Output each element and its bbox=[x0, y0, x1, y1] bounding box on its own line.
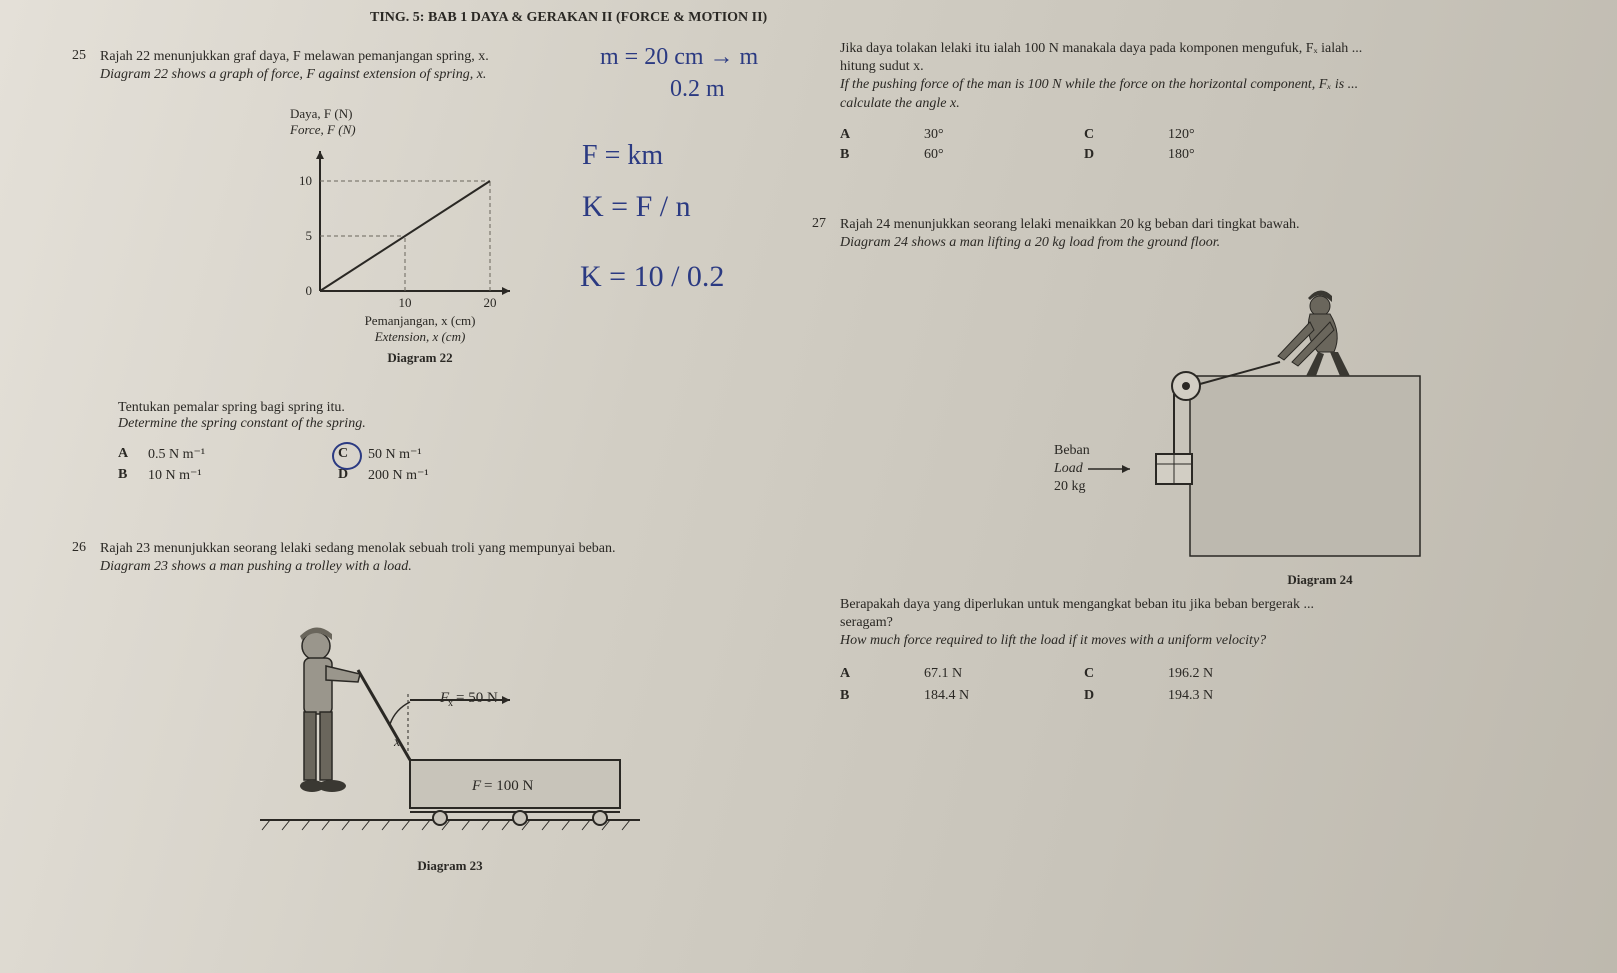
xlabel-malay: Pemanjangan, x (cm) bbox=[365, 313, 476, 328]
xlabel-english: Extension, x (cm) bbox=[375, 329, 466, 344]
svg-text:x: x bbox=[448, 698, 453, 709]
page-header: TING. 5: BAB 1 DAYA & GERAKAN II (FORCE … bbox=[370, 10, 767, 26]
q25-chart-block: Daya, F (N) Force, F (N) 10 5 0 10 20 Pe… bbox=[290, 106, 550, 366]
diagram-23-label: Diagram 23 bbox=[240, 858, 660, 874]
q25-number: 25 bbox=[72, 48, 86, 64]
label-mass: 20 kg bbox=[1054, 479, 1086, 494]
q25-opt-b-value: 10 N m⁻¹ bbox=[148, 467, 202, 484]
svg-text:0: 0 bbox=[306, 283, 313, 298]
label-load: Load bbox=[1054, 461, 1083, 476]
q25-sub-malay: Tentukan pemalar spring bagi spring itu. bbox=[118, 400, 658, 416]
lift-svg bbox=[1060, 266, 1440, 566]
q27-text-english: Diagram 24 shows a man lifting a 20 kg l… bbox=[840, 234, 1580, 252]
q26-right-line2: hitung sudut x. bbox=[840, 58, 1580, 76]
q26-number: 26 bbox=[72, 540, 86, 556]
q25-opt-d-value: 200 N m⁻¹ bbox=[368, 467, 429, 484]
q26-opt-a-letter: A bbox=[840, 127, 864, 143]
diagram-24-label: Diagram 24 bbox=[1180, 572, 1460, 588]
q26-opt-c-letter: C bbox=[1084, 127, 1108, 143]
q27-opt-d-letter: D bbox=[1084, 687, 1108, 705]
svg-text:= 50 N: = 50 N bbox=[456, 690, 498, 706]
page: TING. 5: BAB 1 DAYA & GERAKAN II (FORCE … bbox=[0, 0, 1617, 973]
label-beban: Beban bbox=[1054, 443, 1090, 458]
svg-text:F: F bbox=[471, 778, 482, 794]
q26-right-text: Jika daya tolakan lelaki itu ialah 100 N… bbox=[840, 40, 1580, 163]
diagram-23: x F x = 50 N F = 100 N Diagram 23 bbox=[240, 590, 660, 874]
ylabel-malay: Daya, F (N) bbox=[290, 106, 352, 121]
question-27: 27 Rajah 24 menunjukkan seorang lelaki m… bbox=[840, 216, 1580, 252]
trolley-svg: x F x = 50 N F = 100 N bbox=[240, 590, 660, 850]
q27-sub-line3: How much force required to lift the load… bbox=[840, 632, 1560, 650]
q27-opt-b-letter: B bbox=[840, 687, 864, 705]
q26-opt-c-value: 120° bbox=[1168, 127, 1268, 143]
svg-text:= 100 N: = 100 N bbox=[484, 778, 533, 794]
q27-number: 27 bbox=[812, 216, 826, 232]
q26-right-line1: Jika daya tolakan lelaki itu ialah 100 N… bbox=[840, 40, 1580, 58]
diagram-22-label: Diagram 22 bbox=[290, 350, 550, 366]
q25-option-b: B10 N m⁻¹ bbox=[118, 467, 338, 484]
q27-opt-d-value: 194.3 N bbox=[1168, 687, 1268, 705]
q25-opt-c-value: 50 N m⁻¹ bbox=[368, 446, 422, 463]
q27-sub-line1: Berapakah daya yang diperlukan untuk men… bbox=[840, 596, 1560, 614]
q25-chart-svg: 10 5 0 10 20 bbox=[290, 141, 520, 311]
chart-xlabel: Pemanjangan, x (cm) Extension, x (cm) bbox=[290, 313, 550, 344]
svg-text:5: 5 bbox=[306, 228, 313, 243]
load-labels: Beban Load 20 kg bbox=[1054, 442, 1136, 497]
q27-subquestion: Berapakah daya yang diperlukan untuk men… bbox=[840, 596, 1560, 705]
q27-options: A 67.1 N C 196.2 N B 184.4 N D 194.3 N bbox=[840, 665, 1400, 705]
handwriting-4: K = F / n bbox=[582, 190, 691, 224]
q25-option-d: D200 N m⁻¹ bbox=[338, 467, 558, 484]
handwriting-2: 0.2 m bbox=[670, 76, 725, 103]
q26-options: A 30° C 120° B 60° D 180° bbox=[840, 127, 1400, 163]
q25-option-c: C 50 N m⁻¹ bbox=[338, 446, 558, 463]
ylabel-english: Force, F (N) bbox=[290, 122, 356, 137]
question-25: 25 Rajah 22 menunjukkan graf daya, F mel… bbox=[100, 48, 660, 84]
q26-opt-d-letter: D bbox=[1084, 147, 1108, 163]
q25-text-english: Diagram 22 shows a graph of force, F aga… bbox=[100, 66, 660, 84]
q26-opt-b-letter: B bbox=[840, 147, 864, 163]
q25-option-a: A0.5 N m⁻¹ bbox=[118, 446, 338, 463]
q26-right-line4: calculate the angle x. bbox=[840, 95, 1580, 113]
q27-opt-c-value: 196.2 N bbox=[1168, 665, 1268, 683]
svg-text:x: x bbox=[393, 735, 401, 750]
q25-options: A0.5 N m⁻¹ C 50 N m⁻¹ B10 N m⁻¹ D200 N m⁻… bbox=[118, 446, 658, 484]
svg-text:10: 10 bbox=[399, 295, 412, 310]
q27-sub-line2: seragam? bbox=[840, 614, 1560, 632]
diagram-24: Beban Load 20 kg Diagram 24 bbox=[1060, 266, 1460, 588]
q26-text-malay: Rajah 23 menunjukkan seorang lelaki seda… bbox=[100, 540, 720, 558]
q25-sub-english: Determine the spring constant of the spr… bbox=[118, 416, 658, 432]
handwriting-5: K = 10 / 0.2 bbox=[580, 260, 724, 294]
handwriting-1: m = 20 cm → m bbox=[600, 44, 758, 71]
q26-opt-d-value: 180° bbox=[1168, 147, 1268, 163]
question-26: 26 Rajah 23 menunjukkan seorang lelaki s… bbox=[100, 540, 720, 576]
svg-text:10: 10 bbox=[299, 173, 312, 188]
q27-opt-a-letter: A bbox=[840, 665, 864, 683]
q26-opt-a-value: 30° bbox=[924, 127, 1024, 143]
q26-opt-b-value: 60° bbox=[924, 147, 1024, 163]
q25-opt-a-value: 0.5 N m⁻¹ bbox=[148, 446, 205, 463]
q27-opt-a-value: 67.1 N bbox=[924, 665, 1024, 683]
q26-text-english: Diagram 23 shows a man pushing a trolley… bbox=[100, 558, 720, 576]
svg-text:20: 20 bbox=[484, 295, 497, 310]
circled-answer-icon: C bbox=[338, 446, 356, 463]
q27-opt-c-letter: C bbox=[1084, 665, 1108, 683]
q27-text-malay: Rajah 24 menunjukkan seorang lelaki mena… bbox=[840, 216, 1580, 234]
q25-subquestion: Tentukan pemalar spring bagi spring itu.… bbox=[118, 400, 658, 484]
handwriting-3: F = km bbox=[582, 140, 663, 172]
q27-opt-b-value: 184.4 N bbox=[924, 687, 1024, 705]
q25-text-malay: Rajah 22 menunjukkan graf daya, F melawa… bbox=[100, 48, 660, 66]
q26-right-line3: If the pushing force of the man is 100 N… bbox=[840, 76, 1580, 94]
chart-ylabel: Daya, F (N) Force, F (N) bbox=[290, 106, 550, 137]
